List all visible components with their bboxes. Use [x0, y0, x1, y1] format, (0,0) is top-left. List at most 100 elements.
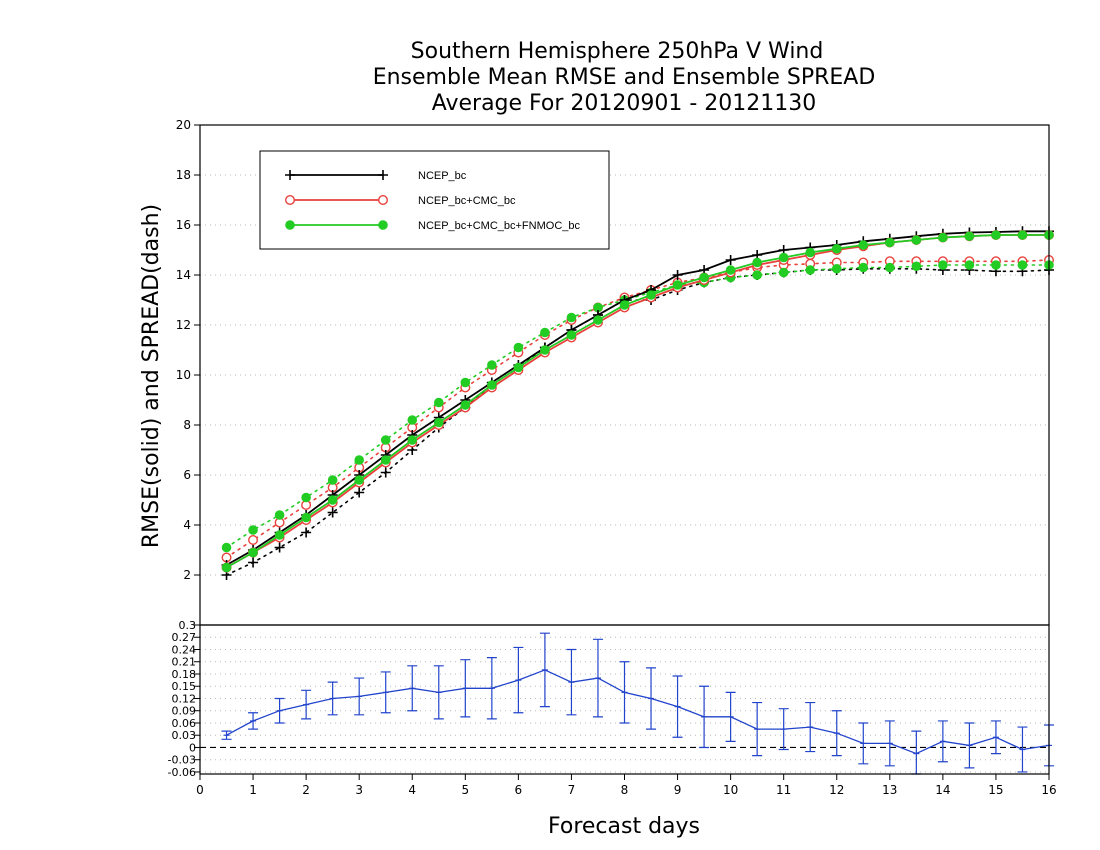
difference-line — [226, 669, 1050, 755]
top-y-tick-label: 18 — [176, 168, 191, 182]
series-rmse-ncep-bc-cmc-bc — [221, 229, 1054, 573]
series-rmse-ncep-bc-cmc-bc-fnmoc-bc — [221, 230, 1054, 573]
x-tick-label: 6 — [515, 783, 523, 797]
data-point — [858, 240, 869, 250]
legend-entry: NCEP_bc — [285, 170, 467, 182]
chart-title-line-3: Average For 20120901 - 20121130 — [432, 91, 817, 116]
data-point — [248, 535, 259, 546]
data-point — [301, 512, 311, 523]
x-tick-label: 7 — [568, 783, 576, 797]
data-point — [407, 435, 418, 445]
bottom-y-tick-label: 0.24 — [172, 643, 197, 656]
x-tick-label: 9 — [674, 783, 682, 797]
legend-marker — [285, 220, 295, 230]
data-point — [274, 530, 285, 540]
data-point — [593, 315, 603, 325]
data-point — [672, 280, 683, 290]
data-point — [831, 243, 842, 254]
bottom-y-tick-label: 0.18 — [172, 668, 197, 681]
data-point — [991, 260, 1001, 270]
bottom-y-tick-label: 0.3 — [179, 619, 197, 632]
data-point — [380, 435, 391, 445]
bottom-y-tick-label: 0.12 — [172, 692, 197, 705]
chart-title-line-1: Southern Hemisphere 250hPa V Wind — [411, 39, 824, 64]
x-tick-label: 8 — [621, 783, 629, 797]
data-point — [327, 495, 338, 505]
data-point — [566, 312, 577, 323]
data-point — [938, 232, 948, 243]
legend-marker — [378, 220, 388, 230]
x-tick-label: 12 — [829, 783, 844, 797]
difference-series — [221, 632, 1054, 775]
data-point — [301, 492, 311, 503]
data-point — [248, 547, 258, 558]
data-point — [248, 557, 259, 568]
legend: NCEP_bc NCEP_bc+CMC_bc NCEP_bc+CMC_bc+FNMO… — [259, 150, 610, 250]
data-point — [513, 342, 524, 353]
data-point — [460, 400, 471, 410]
series-spread-ncep-bc-cmc-bc-fnmoc-bc — [221, 260, 1054, 553]
data-point — [619, 300, 630, 310]
data-point — [354, 455, 364, 465]
top-y-tick-label: 20 — [176, 118, 191, 132]
x-tick-label: 1 — [249, 783, 257, 797]
legend-label: NCEP_bc+CMC_bc+FNMOC_bc — [418, 220, 580, 232]
data-point — [487, 380, 497, 390]
legend-entry: NCEP_bc+CMC_bc — [285, 194, 516, 207]
x-tick-label: 11 — [776, 783, 791, 797]
data-point — [566, 330, 577, 340]
legend-marker — [378, 170, 388, 180]
data-point — [858, 262, 869, 273]
series-line — [226, 230, 1049, 566]
bottom-y-tick-label: 0.21 — [172, 656, 197, 669]
bottom-y-tick-label: 0.09 — [172, 705, 197, 718]
legend-marker — [378, 194, 389, 205]
data-point — [540, 345, 550, 355]
data-point — [380, 467, 391, 478]
data-point — [885, 237, 895, 248]
data-point — [964, 231, 975, 242]
legend-label: NCEP_bc+CMC_bc — [418, 195, 516, 207]
top-y-tick-label: 6 — [183, 468, 191, 482]
data-point — [301, 527, 312, 538]
x-tick-label: 10 — [723, 783, 738, 797]
rmse-spread-panel: 2 4 6 8 10 12 14 16 18 20 — [176, 118, 1054, 626]
data-point — [991, 230, 1001, 240]
x-tick-label: 0 — [196, 783, 204, 797]
x-axis-label: Forecast days — [548, 814, 700, 839]
top-y-tick-label: 12 — [176, 318, 191, 332]
data-point — [778, 252, 789, 263]
bottom-y-tick-label: 0 — [189, 741, 196, 754]
data-point — [407, 415, 418, 425]
series-spread-ncep-bc — [221, 263, 1054, 580]
data-point — [752, 257, 762, 268]
x-tick-label: 14 — [935, 783, 950, 797]
series-line — [225, 268, 1050, 576]
top-y-tick-label: 4 — [183, 518, 191, 532]
data-point — [274, 542, 285, 553]
series-line — [226, 234, 1049, 569]
data-point — [699, 272, 709, 283]
legend-label: NCEP_bc — [418, 170, 467, 182]
data-point — [725, 255, 736, 265]
series-line — [225, 259, 1050, 559]
data-point — [672, 270, 683, 280]
x-tick-label: 3 — [355, 783, 363, 797]
data-point — [327, 475, 338, 485]
data-point — [725, 265, 736, 275]
top-y-tick-label: 10 — [176, 368, 191, 382]
legend-entry: NCEP_bc+CMC_bc+FNMOC_bc — [285, 220, 580, 232]
chart-titles: Southern Hemisphere 250hPa V Wind Ensemb… — [373, 39, 876, 116]
data-point — [354, 487, 365, 498]
difference-panel: -0.06-0.0300.030.060.090.120.150.180.210… — [168, 619, 1057, 797]
legend-marker — [285, 194, 296, 205]
x-tick-label: 4 — [408, 783, 416, 797]
data-point — [221, 562, 232, 573]
bottom-y-tick-label: -0.03 — [168, 754, 196, 767]
data-point — [805, 247, 816, 258]
top-y-tick-label: 2 — [183, 568, 191, 582]
data-point — [885, 262, 895, 273]
x-tick-label: 15 — [988, 783, 1003, 797]
data-point — [1017, 230, 1028, 240]
y-axis-label: RMSE(solid) and SPREAD(dash) — [139, 204, 164, 548]
